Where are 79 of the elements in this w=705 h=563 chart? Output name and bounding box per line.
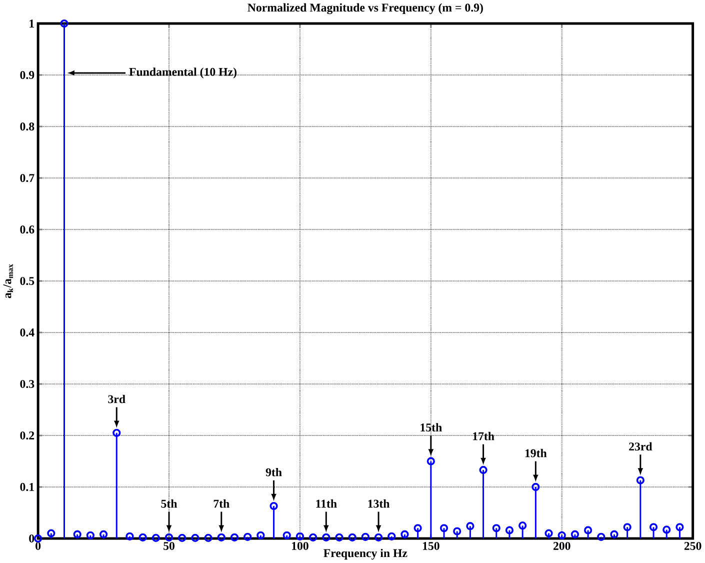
- point: [466, 522, 474, 530]
- point: [270, 502, 278, 510]
- point: [492, 524, 500, 532]
- point: [636, 476, 644, 484]
- point: [152, 534, 160, 542]
- point: [426, 457, 435, 466]
- point: [191, 534, 200, 542]
- point: [112, 428, 121, 437]
- point: [282, 531, 291, 540]
- x-tick-label: 250: [684, 542, 702, 550]
- x-tick-label: 150: [422, 542, 440, 550]
- point: [217, 533, 226, 542]
- annotation: 11th: [316, 499, 337, 508]
- y-tick-label: 0.6: [20, 226, 34, 234]
- annotation: 15th: [420, 423, 442, 432]
- annotation: 3rd: [108, 394, 126, 404]
- point: [348, 533, 356, 542]
- annotation: 17th: [473, 432, 494, 440]
- x-axis-title: Frequency in Hz: [324, 548, 408, 560]
- annotation: 5th: [161, 499, 178, 508]
- y-tick-label: 0.1: [20, 482, 34, 492]
- point: [164, 533, 174, 542]
- point: [204, 534, 212, 542]
- x-tick-label: 50: [164, 542, 174, 550]
- point: [532, 482, 540, 492]
- point: [623, 523, 632, 532]
- point: [597, 532, 606, 542]
- point: [388, 532, 396, 540]
- point: [86, 531, 94, 540]
- point: [400, 530, 409, 538]
- point: [361, 532, 370, 542]
- y-tick-label: 0.5: [20, 277, 34, 286]
- point: [584, 526, 592, 534]
- annotation: 9th: [266, 468, 282, 476]
- point: [138, 533, 147, 542]
- point: [558, 531, 566, 540]
- point: [453, 527, 462, 536]
- point: [518, 522, 527, 530]
- point: [60, 20, 68, 28]
- point: [335, 533, 344, 542]
- point: [610, 530, 618, 538]
- y-tick-label: 0.8: [20, 122, 34, 131]
- point: [544, 529, 553, 538]
- point: [178, 534, 186, 542]
- x-tick-label: 0: [36, 542, 41, 550]
- point: [414, 524, 422, 532]
- y-tick-label: 0.2: [20, 431, 34, 440]
- point: [440, 524, 448, 532]
- y-tick-label: 0.3: [20, 380, 34, 388]
- point: [570, 530, 580, 538]
- annotation: 19th: [525, 448, 547, 458]
- point: [309, 533, 318, 542]
- point: [99, 530, 108, 538]
- x-tick-label: 200: [553, 542, 570, 550]
- annotation: 13th: [368, 499, 390, 508]
- chart-title: Normalized Magnitude vs Frequency (m = 0.9): [248, 3, 483, 14]
- point: [649, 523, 658, 532]
- x-tick-label: 100: [292, 542, 308, 550]
- point: [230, 533, 239, 542]
- point: [479, 466, 488, 474]
- point: [322, 533, 330, 542]
- point: [505, 526, 514, 534]
- point: [47, 529, 56, 538]
- y-tick-label: 1: [30, 20, 34, 28]
- point: [73, 530, 82, 538]
- annotation: 7th: [214, 499, 230, 508]
- point: [244, 532, 252, 542]
- point: [296, 532, 304, 540]
- y-tick-label: 0.9: [20, 71, 34, 80]
- y-tick-label: 0.4: [20, 328, 34, 337]
- point: [374, 533, 383, 542]
- y-tick-label: 0.7: [20, 174, 34, 182]
- annotation: Fundamental (10 Hz): [129, 68, 236, 78]
- point: [126, 532, 134, 540]
- y-axis-title: a$_{k}$/a$_{max}$: [3, 264, 13, 298]
- y-tick-label: 0: [29, 534, 34, 542]
- annotation: 23rd: [629, 442, 652, 451]
- point: [662, 526, 671, 534]
- point: [256, 531, 265, 540]
